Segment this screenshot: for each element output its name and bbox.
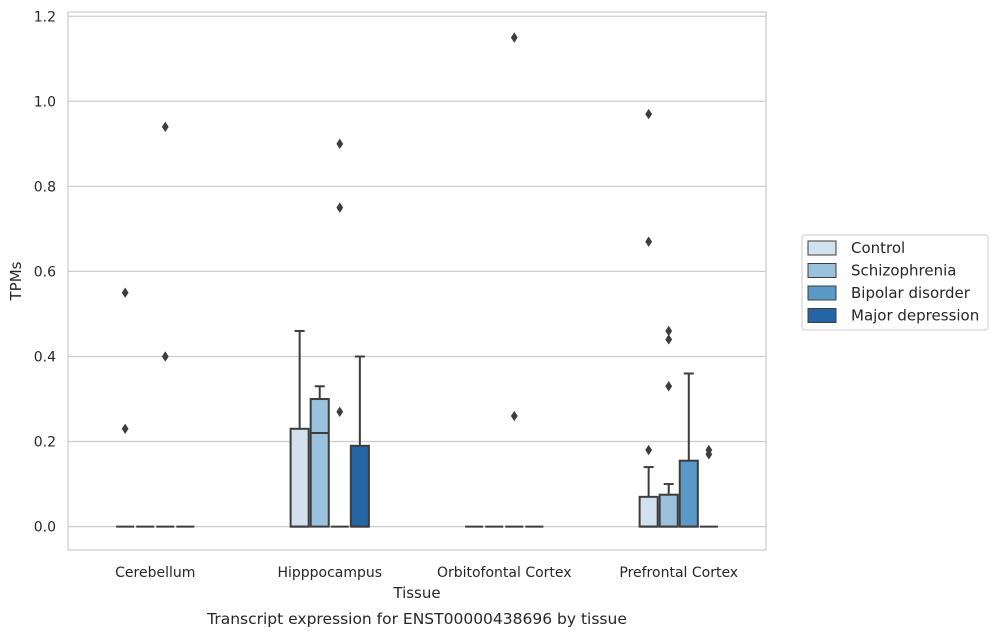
outlier-point xyxy=(645,236,653,247)
box xyxy=(349,444,370,528)
outlier-point xyxy=(665,381,673,392)
y-axis: 0.0 0.2 0.4 0.6 0.8 1.0 1.2 xyxy=(34,9,56,535)
outlier-point xyxy=(645,444,653,456)
x-axis: Cerebellum Hipppocampus Orbitofontal Corte… xyxy=(115,565,738,581)
box xyxy=(638,495,659,528)
legend: Control Schizophrenia Bipolar disorder Majo… xyxy=(801,234,989,331)
legend-frame xyxy=(801,234,989,331)
x-tick-label: Orbitofontal Cortex xyxy=(437,565,572,581)
y-tick-label: 0.6 xyxy=(34,264,56,280)
outlier-point xyxy=(705,444,713,456)
legend-items: Control Schizophrenia Bipolar disorder Majo… xyxy=(807,239,979,325)
outlier-point xyxy=(121,423,129,434)
plot-background xyxy=(68,12,766,550)
legend-label: Bipolar disorder xyxy=(851,284,971,302)
legend-swatch xyxy=(807,263,837,278)
outlier-point xyxy=(645,108,653,120)
outlier-point xyxy=(510,32,518,43)
x-tick-label: Hipppocampus xyxy=(277,565,382,581)
y-tick-label: 1.2 xyxy=(34,9,56,25)
outlier-point xyxy=(336,406,344,417)
outlier-point xyxy=(665,325,673,337)
legend-label: Schizophrenia xyxy=(851,262,956,280)
y-tick-label: 0.8 xyxy=(34,179,56,195)
outlier-point xyxy=(121,287,129,298)
box xyxy=(678,459,699,528)
legend-label: Major depression xyxy=(851,307,979,325)
legend-swatch xyxy=(807,240,837,256)
legend-label: Control xyxy=(851,239,905,257)
x-tick-label: Cerebellum xyxy=(115,565,195,581)
y-axis-title: TPMs xyxy=(7,261,25,301)
outlier-point xyxy=(665,334,673,345)
plot-frame xyxy=(67,11,767,551)
y-tick-label: 1.0 xyxy=(34,94,56,110)
x-tick-label: Prefrontal Cortex xyxy=(619,565,738,581)
x-axis-title: Tissue xyxy=(392,584,440,602)
y-tick-label: 0.4 xyxy=(34,349,56,365)
legend-swatch xyxy=(807,308,837,323)
outlier-point xyxy=(161,351,169,362)
box-series xyxy=(116,32,718,528)
outlier-point xyxy=(336,202,344,213)
box xyxy=(309,398,330,528)
outlier-point xyxy=(510,410,518,422)
chart-caption: Transcript expression for ENST0000043869… xyxy=(206,610,627,628)
outlier-point xyxy=(161,121,169,133)
y-tick-label: 0.0 xyxy=(34,520,56,536)
gridlines xyxy=(68,15,766,528)
legend-swatch xyxy=(807,285,837,301)
outlier-point xyxy=(336,138,344,150)
box xyxy=(289,427,310,528)
box xyxy=(658,493,679,528)
y-tick-label: 0.2 xyxy=(34,435,56,451)
